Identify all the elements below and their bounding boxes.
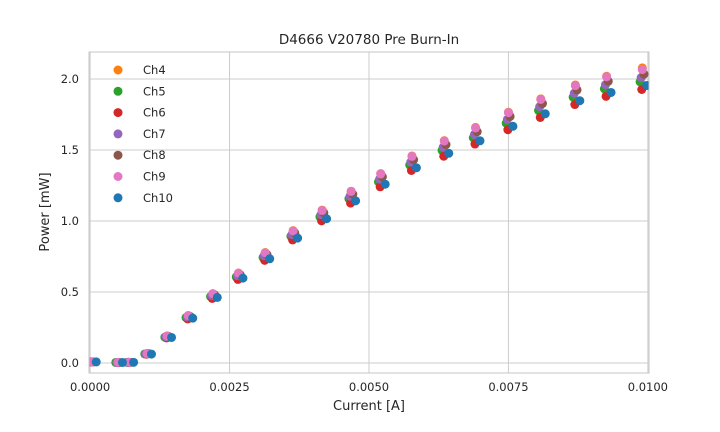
grid-layer	[89, 52, 649, 373]
legend: Ch4 Ch5 Ch6 Ch7 Ch8 Ch9 Ch10	[113, 63, 173, 205]
data-point-Ch10	[265, 254, 275, 264]
x-tick-label: 0.0000	[70, 380, 110, 394]
data-point-Ch10	[322, 214, 332, 224]
data-point-Ch9	[637, 65, 647, 75]
y-tick-label: 1.5	[61, 143, 79, 157]
data-point-Ch10	[293, 233, 303, 243]
data-point-Ch10	[117, 357, 127, 367]
legend-marker-Ch9	[113, 172, 123, 181]
data-point-Ch10	[606, 87, 616, 97]
legend-label-Ch7: Ch7	[143, 127, 166, 141]
legend-label-Ch9: Ch9	[143, 170, 166, 184]
data-point-Ch10	[508, 121, 518, 131]
legend-marker-Ch6	[113, 108, 123, 118]
data-point-Ch9	[570, 81, 580, 91]
data-point-Ch10	[642, 81, 649, 91]
data-point-Ch9	[288, 226, 298, 236]
x-tick-label: 0.0050	[349, 380, 389, 394]
y-axis-label: Power [mW]	[38, 172, 53, 251]
data-point-Ch9	[317, 206, 327, 216]
legend-item-Ch6: Ch6	[113, 106, 166, 120]
legend-marker-Ch5	[113, 86, 123, 96]
scatter-points-layer	[89, 63, 649, 367]
legend-item-Ch4: Ch4	[113, 63, 166, 77]
data-point-Ch10	[188, 313, 198, 323]
legend-item-Ch8: Ch8	[113, 148, 166, 162]
x-tick-label: 0.0075	[488, 380, 528, 394]
chart-title: D4666 V20780 Pre Burn-In	[279, 32, 459, 48]
data-point-Ch9	[407, 151, 417, 161]
legend-label-Ch10: Ch10	[143, 191, 173, 205]
data-point-Ch9	[376, 169, 386, 179]
ticks-layer: 0.0000 0.0025 0.0050 0.0075 0.0100 0.0 0.5 1.0 1…	[61, 72, 668, 394]
y-tick-label: 1.0	[61, 214, 79, 228]
data-point-Ch10	[212, 292, 222, 302]
x-tick-label: 0.0100	[628, 380, 668, 394]
y-tick-label: 0.0	[61, 356, 79, 370]
data-point-Ch10	[167, 332, 177, 342]
legend-item-Ch9: Ch9	[113, 170, 166, 184]
legend-label-Ch4: Ch4	[143, 63, 166, 77]
legend-marker-Ch10	[113, 193, 123, 203]
data-point-Ch10	[411, 163, 421, 173]
data-point-Ch9	[471, 123, 481, 133]
data-point-Ch9	[602, 72, 612, 82]
legend-label-Ch6: Ch6	[143, 106, 166, 120]
legend-marker-Ch7	[113, 129, 123, 139]
x-tick-label: 0.0025	[209, 380, 249, 394]
y-tick-label: 0.5	[61, 285, 79, 299]
x-axis-label: Current [A]	[333, 399, 405, 414]
data-point-Ch10	[475, 136, 485, 146]
series-Ch10	[91, 81, 649, 367]
plot-border	[88, 51, 650, 374]
legend-item-Ch7: Ch7	[113, 127, 166, 141]
y-tick-label: 2.0	[61, 72, 79, 86]
data-point-Ch10	[575, 96, 585, 106]
data-point-Ch9	[536, 94, 546, 104]
legend-label-Ch8: Ch8	[143, 148, 166, 162]
data-point-Ch10	[91, 357, 101, 367]
data-point-Ch9	[503, 108, 513, 118]
data-point-Ch10	[540, 109, 550, 119]
data-point-Ch10	[351, 196, 361, 206]
legend-marker-Ch8	[113, 150, 123, 160]
data-point-Ch10	[146, 349, 156, 359]
data-point-Ch10	[444, 148, 454, 158]
legend-label-Ch5: Ch5	[143, 84, 166, 98]
data-point-Ch10	[380, 179, 390, 189]
data-point-Ch9	[439, 136, 449, 146]
legend-marker-Ch4	[113, 65, 123, 75]
data-point-Ch10	[129, 357, 139, 367]
legend-item-Ch10: Ch10	[113, 191, 173, 205]
data-point-Ch9	[346, 186, 356, 196]
legend-item-Ch5: Ch5	[113, 84, 166, 98]
data-point-Ch10	[238, 273, 248, 283]
